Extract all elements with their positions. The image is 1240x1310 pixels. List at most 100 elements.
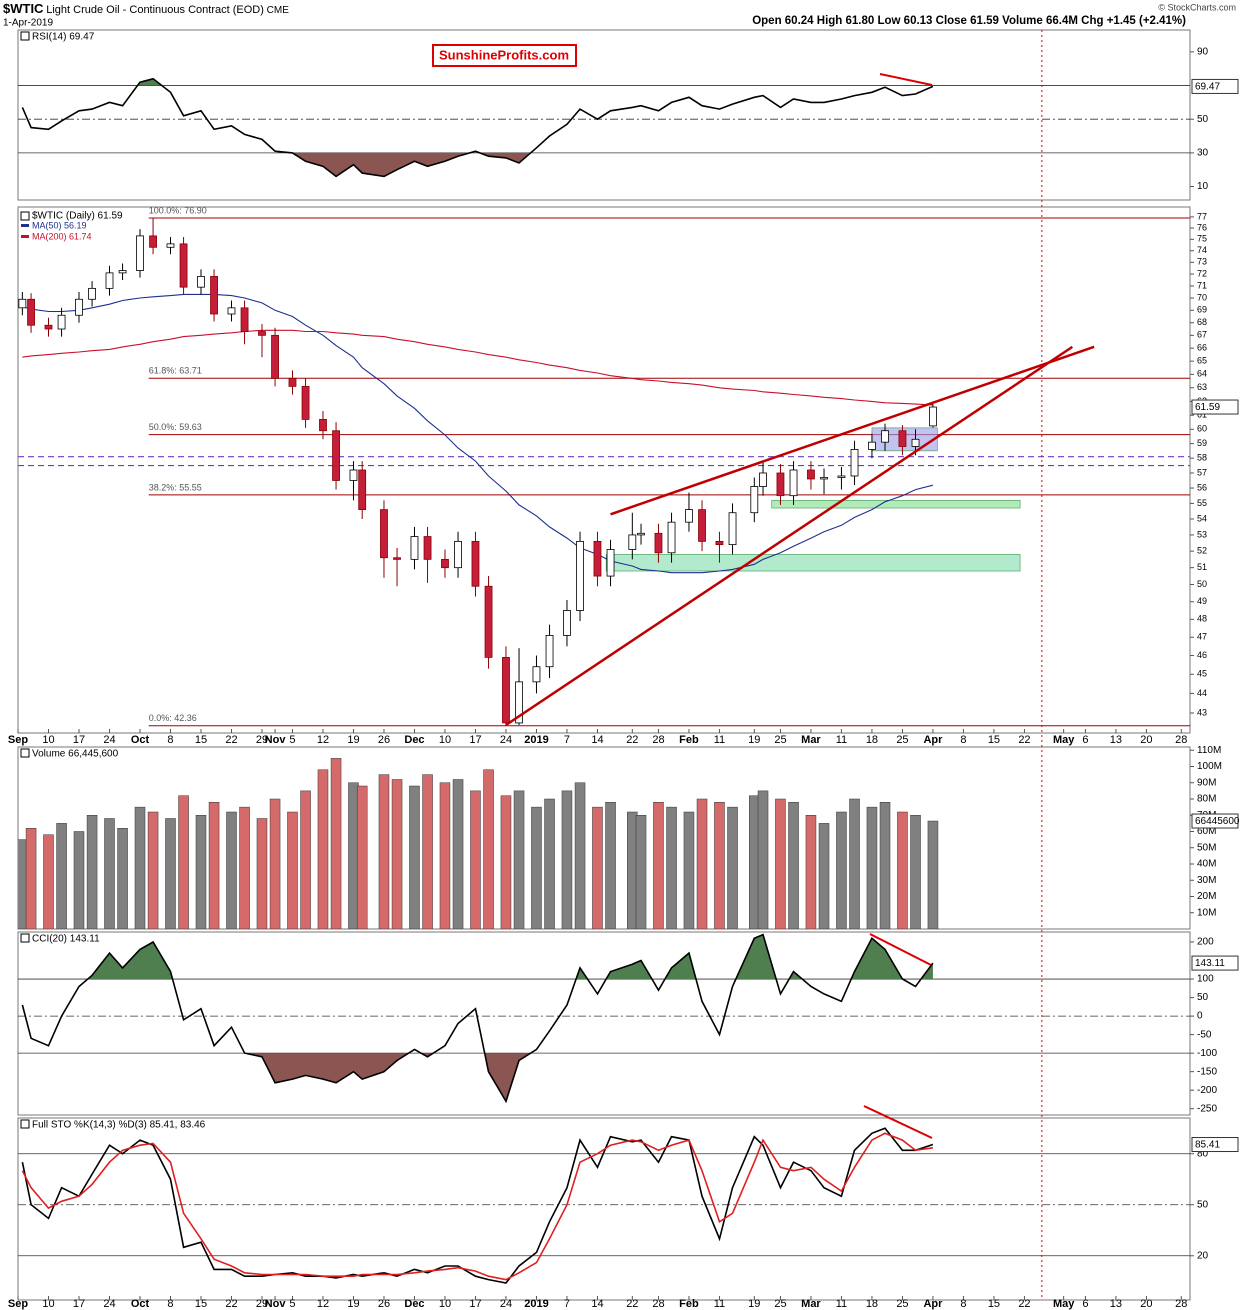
volume-bar (757, 790, 769, 929)
fib-label: 100.0%: 76.90 (149, 205, 207, 215)
y-tick-label: -50 (1197, 1029, 1212, 1040)
volume-bar (866, 806, 878, 929)
x-tick-label: Sep (8, 734, 28, 746)
candle-body (698, 509, 706, 542)
x-tick-label: 19 (347, 734, 359, 746)
x-tick-label: May (1053, 734, 1075, 746)
volume-bar (422, 774, 433, 929)
x-tick-label: 25 (896, 734, 908, 746)
x-tick-label: 8 (167, 734, 173, 746)
candle-body (166, 243, 175, 248)
candle-body (484, 585, 493, 658)
y-tick-label: 65 (1197, 356, 1207, 366)
x-tick-label: 12 (317, 1298, 329, 1310)
y-tick-label: 56 (1197, 482, 1207, 492)
candle-body (27, 298, 35, 326)
candle-body (776, 472, 785, 497)
x-tick-label: Mar (801, 734, 821, 746)
candle-body (271, 334, 279, 379)
y-tick-label: 58 (1197, 453, 1207, 463)
value-box-label: 143.11 (1195, 958, 1225, 969)
volume-bar (592, 806, 603, 929)
trendline (610, 345, 1095, 516)
value-box-label: 85.41 (1195, 1140, 1220, 1151)
candle-body (75, 298, 83, 316)
x-tick-label: Oct (131, 734, 150, 746)
y-tick-label: 69 (1197, 305, 1207, 315)
x-tick-label: 28 (652, 1298, 664, 1310)
x-tick-label: 8 (960, 1298, 966, 1310)
volume-bar (666, 806, 677, 929)
x-tick-label: 28 (652, 734, 664, 746)
candle-body (628, 534, 637, 550)
divergence-line (863, 1105, 933, 1139)
x-tick-label: 17 (73, 1298, 85, 1310)
candle-body (358, 469, 367, 511)
volume-bar (25, 828, 37, 929)
volume-bar (653, 802, 664, 929)
y-tick-label: -150 (1197, 1066, 1217, 1077)
volume-bar (683, 811, 695, 929)
y-tick-label: -100 (1197, 1048, 1217, 1059)
zone-fill (87, 934, 933, 980)
volume-bar (73, 831, 85, 929)
candle-body (441, 558, 449, 569)
candle-body (410, 536, 419, 560)
y-tick-label: 30M (1197, 875, 1216, 886)
y-tick-label: 67 (1197, 330, 1207, 340)
y-tick-label: 110M (1197, 745, 1221, 756)
x-tick-label: 8 (167, 1298, 173, 1310)
legend-label: MA(200) 61.74 (32, 231, 92, 241)
x-tick-label: 19 (347, 1298, 359, 1310)
candle-body (593, 540, 602, 577)
x-tick-label: 11 (714, 734, 725, 746)
volume-bar (818, 823, 830, 929)
indicator-line (21, 1127, 934, 1284)
x-tick-label: 24 (500, 1298, 512, 1310)
zone (605, 554, 1021, 572)
candle-body (258, 331, 266, 336)
candle-body (911, 438, 920, 447)
x-tick-label: Dec (404, 734, 424, 746)
x-tick-label: 19 (748, 734, 760, 746)
fib-label: 38.2%: 55.55 (149, 482, 202, 492)
x-tick-label: Feb (679, 1298, 699, 1310)
y-tick-label: 47 (1197, 632, 1207, 642)
value-box (1191, 813, 1239, 829)
panel: 100.0%: 76.90 61.8%: 63.71 50.0%: 59.63 38.… (18, 205, 1190, 727)
x-tick-label: Apr (923, 1298, 943, 1310)
volume-bar (391, 779, 403, 929)
header: $WTIC Light Crude Oil - Continuous Contr… (3, 1, 289, 16)
y-tick-label: 90M (1197, 777, 1216, 788)
volume-bar (910, 815, 921, 929)
x-tick-label: 22 (1018, 1298, 1030, 1310)
x-tick-label: 17 (469, 1298, 481, 1310)
legend-swatch (20, 31, 30, 41)
y-tick-label: 76 (1197, 222, 1207, 232)
candle-body (136, 235, 144, 271)
volume-bar (378, 774, 390, 929)
y-tick-label: 66 (1197, 343, 1207, 353)
x-tick-label: 25 (896, 1298, 908, 1310)
x-tick-label: 11 (836, 1298, 847, 1310)
candle-body (667, 521, 676, 554)
x-tick-label: 14 (591, 734, 603, 746)
candle-body (515, 681, 523, 724)
candle-body (715, 540, 724, 546)
y-tick-label: 80 (1197, 1148, 1209, 1159)
value-box (1191, 78, 1239, 94)
fib-label: 50.0%: 59.63 (149, 422, 202, 432)
volume-bar (208, 802, 220, 929)
x-tick-label: 28 (1175, 734, 1187, 746)
x-tick-label: 28 (1175, 1298, 1187, 1310)
value-box-label: 61.59 (1195, 402, 1220, 413)
x-tick-label: 10 (439, 734, 451, 746)
x-tick-label: 26 (378, 1298, 390, 1310)
x-tick-label: 22 (626, 734, 638, 746)
legend-swatch (20, 211, 30, 221)
fib-label: 0.0%: 42.36 (149, 713, 197, 723)
x-tick-label: 29 (256, 1298, 268, 1310)
candle-body (502, 656, 510, 724)
